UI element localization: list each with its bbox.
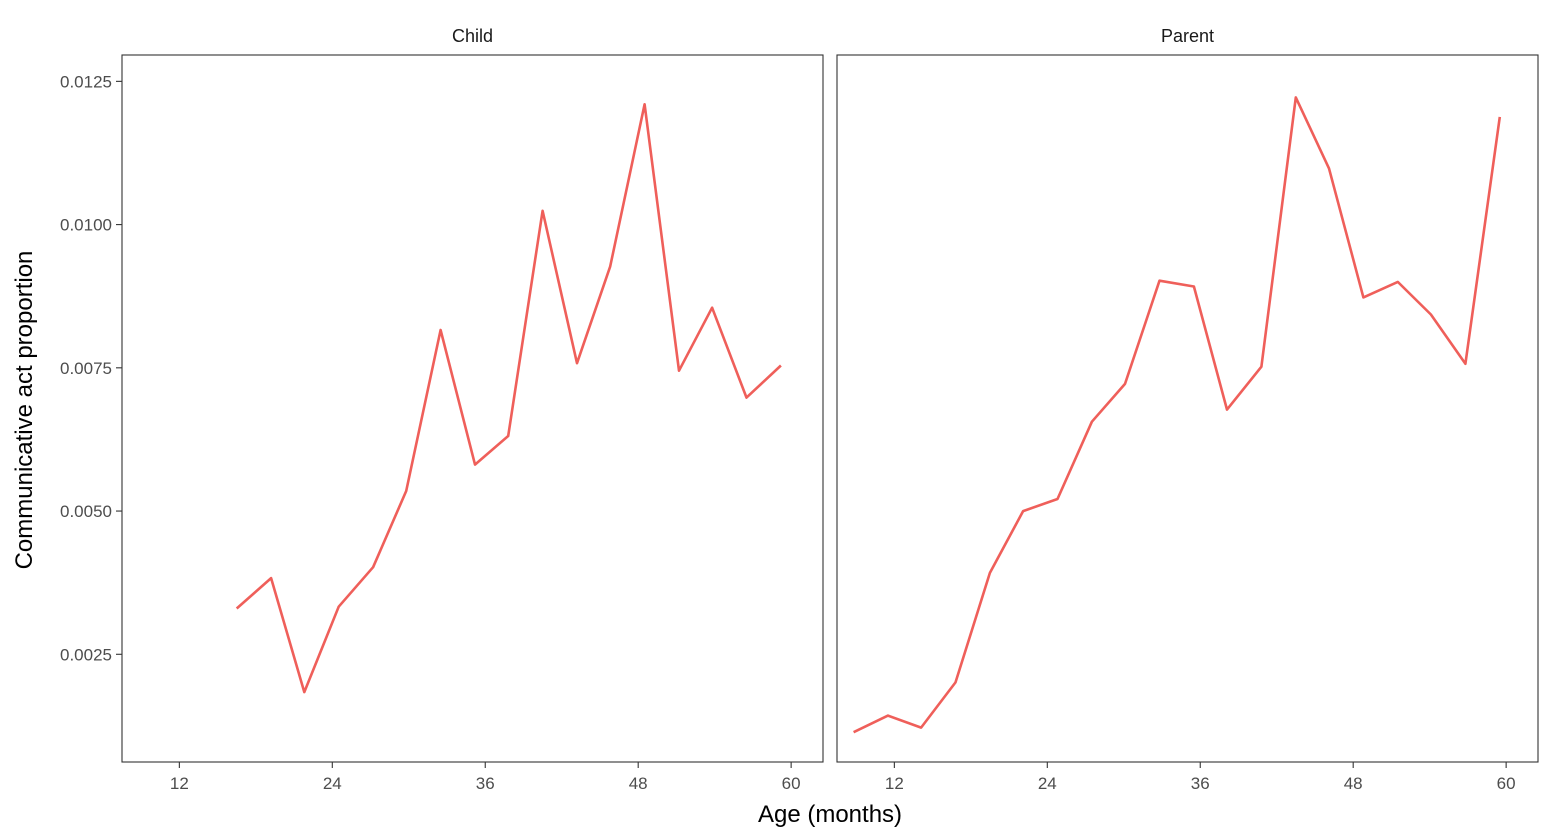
y-tick-label: 0.0050 [60, 502, 112, 521]
x-tick-label: 12 [170, 774, 189, 793]
y-tick-label: 0.0075 [60, 359, 112, 378]
facet-strip-label: Parent [1161, 26, 1214, 46]
y-axis-title: Communicative act proportion [11, 251, 38, 570]
x-tick-label: 48 [629, 774, 648, 793]
x-axis-title: Age (months) [758, 801, 902, 828]
x-tick-label: 12 [885, 774, 904, 793]
panel-parent: Parent 12 24 36 48 60 [836, 26, 1539, 793]
facet-panels: Child 12 24 36 48 60 0.0025 0.0050 0.0075 0.0100 0… [60, 26, 1539, 793]
series-line [853, 96, 1502, 734]
facet-strip-label: Child [452, 26, 493, 46]
x-tick-label: 36 [1191, 774, 1210, 793]
y-tick-label: 0.0025 [60, 645, 112, 664]
x-tick-label: 60 [1497, 774, 1516, 793]
y-tick-label: 0.0100 [60, 216, 112, 235]
x-tick-label: 24 [323, 774, 342, 793]
panel-child: Child 12 24 36 48 60 0.0025 0.0050 0.0075 0.0100 0… [60, 26, 824, 793]
y-tick-label: 0.0125 [60, 72, 112, 91]
panel-border [836, 54, 1539, 763]
series-line [235, 103, 782, 694]
panel-border [121, 54, 824, 763]
x-tick-label: 60 [782, 774, 801, 793]
x-tick-label: 36 [476, 774, 495, 793]
x-tick-label: 48 [1344, 774, 1363, 793]
x-tick-label: 24 [1038, 774, 1057, 793]
